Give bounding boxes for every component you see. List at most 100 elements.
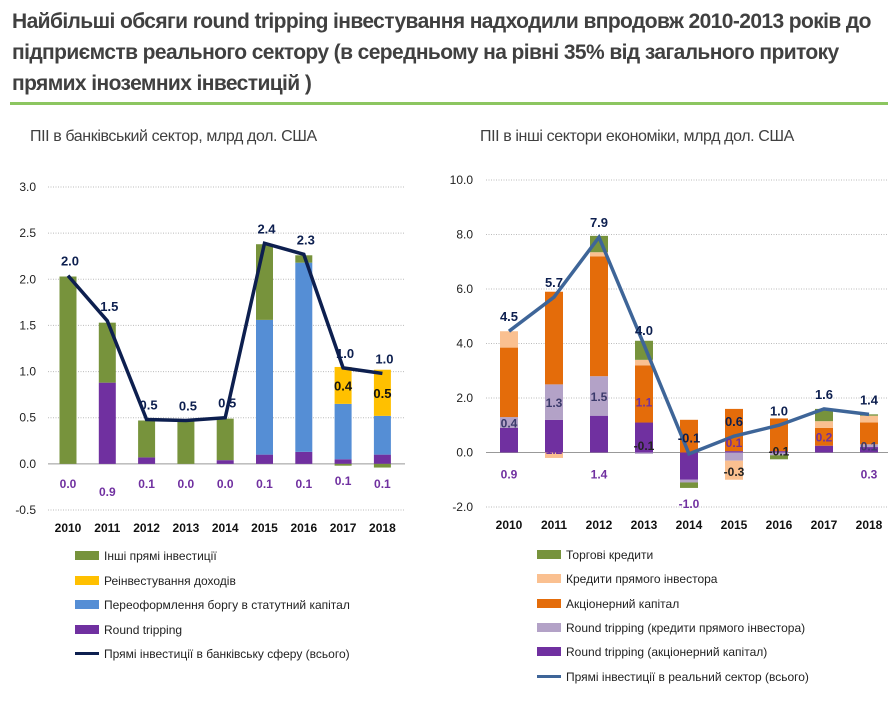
- x-tick-label: 2010: [55, 521, 82, 535]
- bar-segment: [177, 420, 195, 464]
- legend-label: Кредити прямого інвестора: [566, 572, 718, 587]
- total-data-label: 1.6: [815, 387, 833, 402]
- bar-segment: [545, 452, 563, 458]
- x-tick-label: 2018: [369, 521, 396, 535]
- bar-segment: [500, 347, 518, 418]
- total-data-label: 2.4: [257, 221, 276, 236]
- bar-segment: [256, 454, 273, 464]
- bar-segment: [635, 365, 653, 423]
- legend-line-swatch: [537, 674, 561, 678]
- bar-segment: [815, 421, 833, 428]
- bar-segment: [590, 376, 608, 416]
- bar-segment: [590, 256, 608, 377]
- y-tick-label: -2.0: [452, 500, 473, 514]
- total-line: [66, 241, 383, 423]
- y-tick-label: 0.0: [456, 446, 473, 460]
- legend-swatch: [75, 600, 99, 609]
- total-line: [507, 233, 870, 457]
- bar-segment: [860, 444, 878, 448]
- round-tripping-data-label: 0.0: [60, 477, 77, 491]
- bar-segment: [373, 415, 391, 455]
- total-data-label: 5.7: [545, 275, 563, 290]
- total-data-label: 4.0: [635, 323, 653, 338]
- total-data-label: 7.9: [590, 215, 608, 230]
- reinvestment-data-label: 0.4: [334, 378, 353, 393]
- bar-segment: [334, 459, 352, 464]
- bar-segment: [635, 422, 653, 453]
- legend-swatch: [75, 551, 99, 560]
- legend-label: Переоформлення боргу в статутний капітал: [104, 598, 350, 612]
- bar-segment: [680, 479, 698, 483]
- x-tick-label: 2015: [721, 518, 748, 532]
- y-tick-label: 0.5: [19, 411, 36, 425]
- total-data-label: 2.3: [297, 232, 315, 247]
- total-data-label: 0.5: [179, 398, 197, 413]
- x-tick-label: 2016: [290, 521, 317, 535]
- x-tick-label: 2015: [251, 521, 278, 535]
- bar-segment: [725, 460, 743, 480]
- total-data-label: 4.5: [500, 309, 518, 324]
- bar-segment: [860, 415, 878, 423]
- x-tick-label: 2014: [212, 521, 239, 535]
- y-tick-label: 10.0: [450, 173, 474, 187]
- bar-segment: [815, 445, 833, 453]
- legend-line-swatch: [75, 652, 99, 655]
- left-chart-title: ПІІ в банківський сектор, млрд дол. США: [30, 128, 317, 145]
- round-tripping-equity-data-label: -0.1: [769, 444, 790, 458]
- round-tripping-equity-data-label: -0.1: [634, 439, 655, 453]
- bar-segment: [545, 419, 563, 453]
- total-data-label: 0.6: [725, 414, 743, 429]
- round-tripping-equity-data-label: 1.4: [591, 468, 608, 482]
- x-tick-label: 2011: [94, 521, 120, 535]
- bar-segment: [725, 451, 743, 453]
- round-tripping-loans-data-label: 0.2: [816, 431, 833, 445]
- bar-segment: [590, 252, 608, 257]
- legend-swatch: [537, 647, 561, 657]
- x-tick-label: 2018: [856, 518, 883, 532]
- legend-swatch: [537, 550, 561, 559]
- round-tripping-loans-data-label: 0.1: [726, 436, 743, 450]
- round-tripping-data-label: 0.1: [335, 474, 352, 488]
- round-tripping-equity-data-label: -0.3: [724, 465, 745, 479]
- round-tripping-data-label: 0.0: [217, 477, 234, 491]
- y-tick-label: 1.0: [19, 365, 36, 379]
- legend-label: Реінвестування доходів: [104, 573, 236, 588]
- bar-segment: [770, 452, 788, 456]
- legend-label: Акціонерний капітал: [566, 596, 680, 611]
- round-tripping-equity-data-label: 0.9: [501, 468, 518, 482]
- legend-label: Round tripping (кредити прямого інвестор…: [566, 620, 806, 635]
- y-tick-label: 3.0: [19, 180, 36, 194]
- legend-swatch: [537, 574, 561, 584]
- bar-segment: [334, 366, 352, 404]
- x-tick-label: 2017: [811, 518, 838, 532]
- bar-segment: [815, 427, 833, 446]
- total-data-label: 1.4: [860, 392, 879, 407]
- y-tick-label: 6.0: [456, 282, 473, 296]
- y-tick-label: 2.0: [19, 272, 36, 286]
- page-title: Найбільші обсяги round tripping інвестув…: [12, 10, 871, 95]
- legend-label: Прямі інвестиції в банківську сферу (всь…: [104, 647, 350, 661]
- round-tripping-loans-data-label: 0.1: [861, 440, 878, 454]
- bar-segment: [373, 463, 391, 468]
- x-tick-label: 2013: [173, 521, 200, 535]
- bar-segment: [725, 452, 743, 461]
- legend-swatch: [537, 598, 561, 608]
- bar-segment: [216, 460, 234, 464]
- total-data-label: 1.5: [100, 299, 118, 314]
- bar-segment: [545, 384, 563, 420]
- right-chart-title: ПІІ в інші сектори економіки, млрд дол. …: [480, 128, 794, 145]
- y-tick-label: 0.0: [19, 457, 36, 471]
- round-tripping-data-label: 0.0: [178, 477, 195, 491]
- total-data-label: 1.0: [770, 403, 788, 418]
- bar-segment: [635, 452, 653, 454]
- bar-segment: [635, 359, 653, 366]
- bar-segment: [590, 415, 608, 453]
- round-tripping-data-label: 0.1: [256, 477, 273, 491]
- x-tick-label: 2017: [330, 521, 357, 535]
- bar-segment: [216, 418, 234, 461]
- bar-segment: [770, 455, 788, 460]
- bar-segment: [334, 463, 352, 466]
- total-data-label: 1.0: [336, 346, 354, 361]
- round-tripping-data-label: 0.1: [138, 477, 155, 491]
